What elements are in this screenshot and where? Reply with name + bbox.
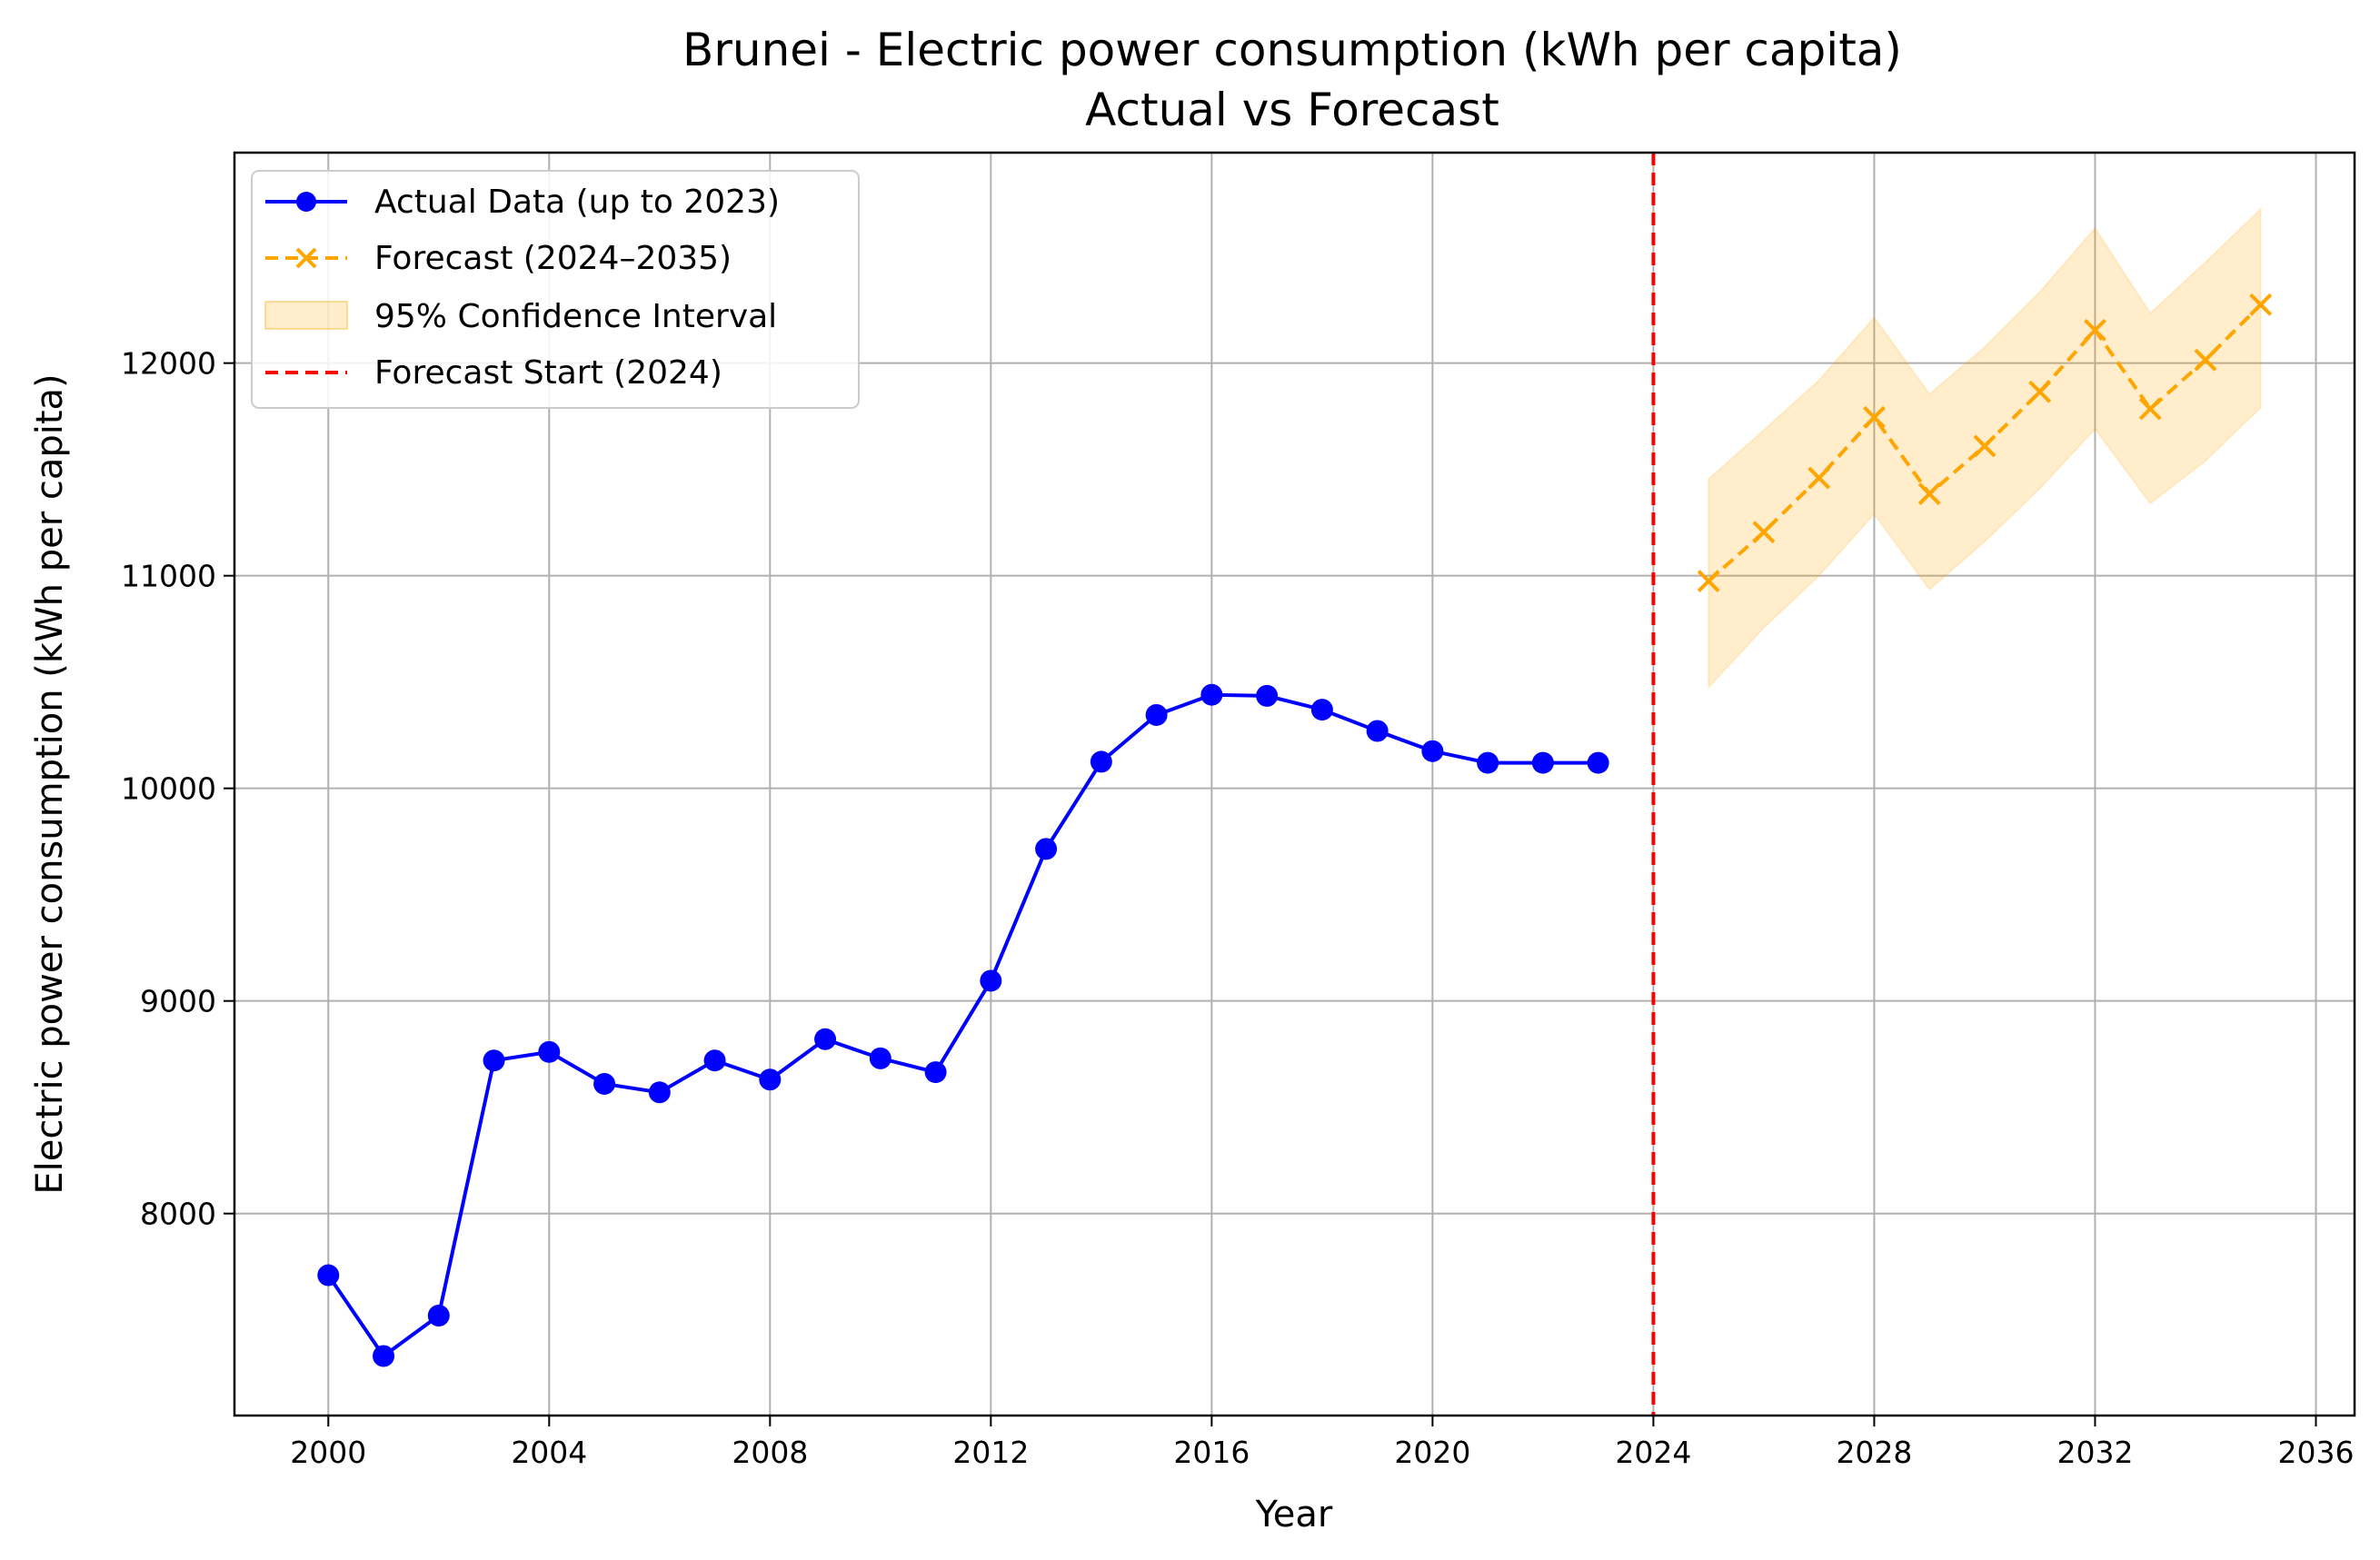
legend-label-actual: Actual Data (up to 2023) (374, 184, 780, 221)
forecast-point (2138, 397, 2162, 421)
chart-title: Brunei - Electric power consumption (kWh… (682, 24, 1902, 76)
y-tick-label: 9000 (140, 984, 216, 1019)
x-tick-label: 2012 (952, 1435, 1029, 1470)
x-tick-label: 2036 (2277, 1435, 2354, 1470)
x-tick-label: 2028 (1836, 1435, 1912, 1470)
actual-series-line (326, 692, 1598, 1358)
legend-label-ci: 95% Confidence Interval (374, 298, 777, 335)
actual-point (373, 1345, 395, 1367)
legend-forecast-marker (295, 247, 317, 269)
x-tick-label: 2032 (2056, 1435, 2133, 1470)
forecast-point (2249, 293, 2273, 316)
forecast-point (1752, 521, 1776, 544)
legend-ci-swatch (264, 301, 348, 330)
y-tick-label: 8000 (140, 1197, 216, 1232)
x-axis-label: Year (1255, 1494, 1333, 1535)
actual-point (317, 1264, 340, 1287)
y-axis-label: Electric power consumption (kWh per capi… (29, 373, 71, 1194)
actual-point (1310, 699, 1333, 721)
actual-point (1587, 751, 1609, 774)
y-tick-label: 11000 (121, 559, 216, 594)
legend: Actual Data (up to 2023) Forecast (2024–… (251, 170, 860, 409)
actual-point (427, 1305, 450, 1327)
actual-point (1421, 740, 1444, 762)
x-tick-label: 2000 (290, 1435, 366, 1470)
legend-frame (251, 170, 860, 409)
x-tick-label: 2024 (1615, 1435, 1691, 1470)
actual-point (980, 969, 1002, 992)
legend-actual-marker (296, 192, 316, 212)
actual-point (1200, 683, 1223, 706)
actual-point (814, 1028, 837, 1050)
actual-point (648, 1081, 671, 1104)
actual-point (538, 1040, 561, 1063)
actual-point (1531, 751, 1554, 774)
actual-point (593, 1072, 616, 1095)
forecast-point (2084, 318, 2106, 342)
forecast-point (1917, 482, 1941, 505)
forecast-point (1807, 466, 1831, 490)
actual-point (759, 1068, 782, 1091)
forecast-point (1973, 434, 1997, 458)
actual-point (483, 1049, 505, 1072)
actual-point (703, 1049, 726, 1072)
series-layer (317, 153, 2273, 1416)
x-tick-label: 2016 (1173, 1435, 1250, 1470)
x-tick-label: 2008 (732, 1435, 808, 1470)
plot-frame (233, 151, 2356, 1417)
forecast-point (1863, 405, 1886, 429)
actual-point (1090, 750, 1112, 773)
actual-point (1145, 703, 1168, 726)
y-tick-label: 10000 (121, 771, 216, 807)
actual-point (869, 1047, 891, 1069)
grid-lines (234, 153, 2355, 1416)
actual-point (1256, 684, 1279, 707)
chart-subtitle: Actual vs Forecast (1085, 84, 1499, 136)
legend-label-forecast: Forecast (2024–2035) (374, 240, 732, 277)
actual-point (1477, 751, 1499, 774)
forecast-point (2194, 348, 2217, 372)
forecast-point (1697, 570, 1720, 592)
x-tick-label: 2004 (511, 1435, 587, 1470)
actual-point (1366, 720, 1389, 742)
x-tick-label: 2020 (1394, 1435, 1470, 1470)
y-tick-label: 12000 (121, 346, 216, 382)
actual-point (1035, 838, 1058, 860)
actual-point (924, 1061, 947, 1084)
tick-layer: 2000 2004 2008 2012 2016 2020 2024 2028 2032 2036… (121, 346, 2354, 1470)
forecast-point (2028, 380, 2052, 403)
legend-label-forecast-start: Forecast Start (2024) (374, 354, 722, 392)
